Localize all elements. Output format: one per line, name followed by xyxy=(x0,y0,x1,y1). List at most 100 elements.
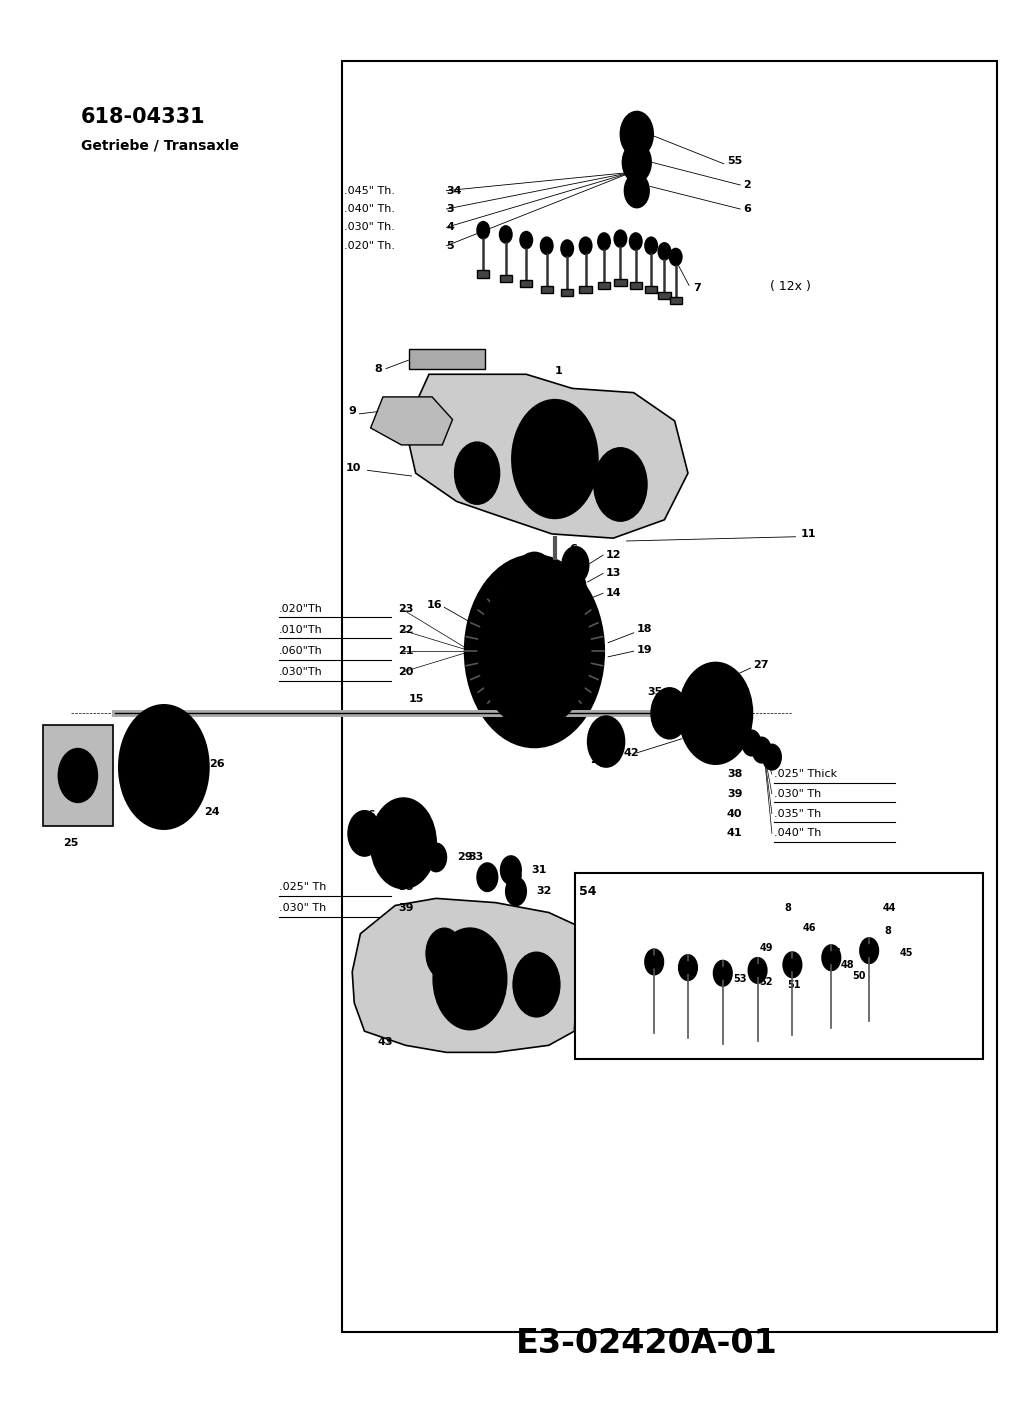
Polygon shape xyxy=(352,898,579,1053)
Circle shape xyxy=(477,863,497,891)
Circle shape xyxy=(768,752,776,763)
Circle shape xyxy=(742,730,761,756)
Circle shape xyxy=(59,749,97,803)
Text: 8: 8 xyxy=(375,364,383,374)
Text: 14: 14 xyxy=(606,588,621,598)
Circle shape xyxy=(753,965,762,976)
Bar xyxy=(477,270,489,277)
Text: 25: 25 xyxy=(64,838,78,848)
Text: 20: 20 xyxy=(398,668,414,678)
Text: 45: 45 xyxy=(900,948,913,959)
Bar xyxy=(520,280,533,287)
Text: 618-04331: 618-04331 xyxy=(80,107,205,128)
Circle shape xyxy=(464,556,604,747)
Circle shape xyxy=(650,956,658,968)
Text: 36: 36 xyxy=(360,810,376,820)
Circle shape xyxy=(148,745,181,790)
Circle shape xyxy=(506,877,526,905)
Circle shape xyxy=(620,111,653,156)
Text: 16: 16 xyxy=(427,600,443,610)
Circle shape xyxy=(566,573,585,600)
Circle shape xyxy=(604,462,637,507)
Circle shape xyxy=(645,237,657,254)
Circle shape xyxy=(747,737,755,749)
Text: 5: 5 xyxy=(447,240,454,250)
Circle shape xyxy=(713,961,732,986)
Text: 26: 26 xyxy=(208,759,225,769)
Text: 4: 4 xyxy=(447,222,454,233)
Circle shape xyxy=(783,952,802,978)
Circle shape xyxy=(394,831,413,855)
Text: Getriebe / Transaxle: Getriebe / Transaxle xyxy=(80,138,239,152)
Circle shape xyxy=(449,949,491,1009)
Circle shape xyxy=(508,614,561,688)
Circle shape xyxy=(568,593,583,615)
Text: 1: 1 xyxy=(555,367,562,377)
Text: 42: 42 xyxy=(623,747,639,757)
Text: .035" Th: .035" Th xyxy=(774,809,821,818)
Text: 39: 39 xyxy=(398,904,414,914)
Text: 21: 21 xyxy=(398,647,414,657)
Circle shape xyxy=(679,662,752,764)
Text: .025" Th: .025" Th xyxy=(279,882,326,892)
Circle shape xyxy=(757,745,766,756)
Text: .030" Th.: .030" Th. xyxy=(344,222,395,233)
Text: 52: 52 xyxy=(760,976,773,986)
Circle shape xyxy=(562,547,588,584)
Circle shape xyxy=(828,952,835,963)
Text: 47: 47 xyxy=(828,948,841,959)
Circle shape xyxy=(370,799,437,888)
Circle shape xyxy=(426,928,462,979)
Circle shape xyxy=(679,955,698,980)
Bar xyxy=(614,279,626,286)
Text: 8: 8 xyxy=(884,926,892,936)
Circle shape xyxy=(732,723,750,749)
Text: .040" Th.: .040" Th. xyxy=(344,205,395,215)
Circle shape xyxy=(579,237,591,254)
Polygon shape xyxy=(370,396,453,445)
Bar xyxy=(598,281,610,288)
Circle shape xyxy=(705,698,727,729)
Circle shape xyxy=(477,222,489,239)
Text: 19: 19 xyxy=(544,573,559,583)
Text: 46: 46 xyxy=(803,924,816,934)
Circle shape xyxy=(622,142,651,182)
Circle shape xyxy=(587,716,624,767)
Text: 27: 27 xyxy=(753,661,769,671)
Text: 38: 38 xyxy=(398,882,414,892)
Text: 40: 40 xyxy=(727,809,742,818)
Text: 30: 30 xyxy=(508,872,523,882)
Bar xyxy=(499,274,512,281)
Text: .030" Th: .030" Th xyxy=(279,904,326,914)
Text: 8: 8 xyxy=(784,904,792,914)
Bar xyxy=(342,61,997,1331)
Text: 41: 41 xyxy=(727,828,742,838)
Circle shape xyxy=(651,688,688,739)
Circle shape xyxy=(865,945,873,956)
Circle shape xyxy=(520,232,533,249)
Circle shape xyxy=(614,230,626,247)
Circle shape xyxy=(593,448,647,522)
Circle shape xyxy=(544,561,567,591)
Text: 39: 39 xyxy=(727,789,742,799)
Circle shape xyxy=(788,959,797,971)
Circle shape xyxy=(383,816,424,871)
Text: 6: 6 xyxy=(570,544,577,554)
Text: 31: 31 xyxy=(531,865,547,875)
Circle shape xyxy=(595,728,616,756)
Text: 54: 54 xyxy=(579,885,596,898)
Text: 53: 53 xyxy=(733,973,746,983)
Text: .045" Th.: .045" Th. xyxy=(344,186,395,196)
Circle shape xyxy=(627,121,646,146)
Text: 9: 9 xyxy=(348,406,356,416)
Text: 35: 35 xyxy=(647,688,663,698)
Circle shape xyxy=(659,699,680,728)
Text: 3: 3 xyxy=(447,205,454,215)
Text: .060"Th: .060"Th xyxy=(279,647,322,657)
Circle shape xyxy=(718,968,727,979)
Circle shape xyxy=(501,855,521,884)
Circle shape xyxy=(645,949,664,975)
Text: .010"Th: .010"Th xyxy=(279,625,322,635)
Circle shape xyxy=(433,928,507,1030)
Circle shape xyxy=(692,681,739,746)
